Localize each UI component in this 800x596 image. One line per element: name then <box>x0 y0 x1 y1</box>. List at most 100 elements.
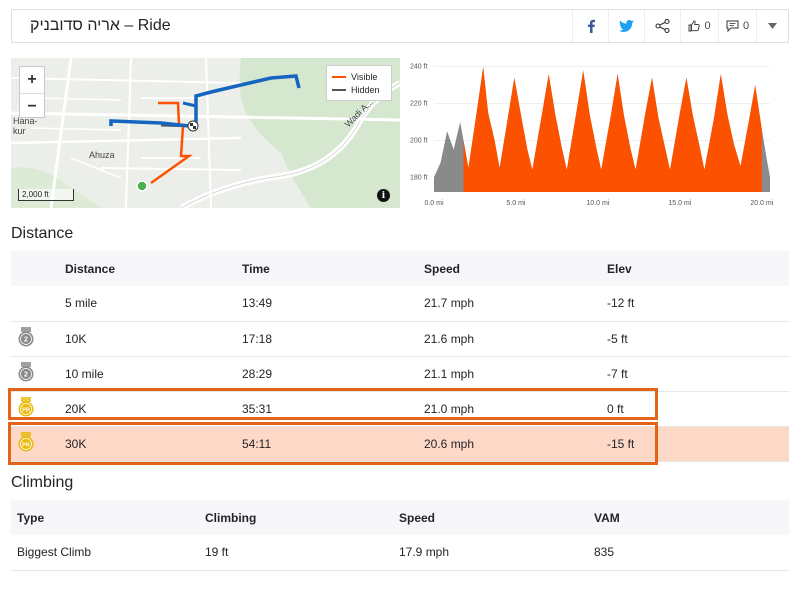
column-header-time: Time <box>242 251 424 286</box>
climbing-header-row: Type Climbing Speed VAM <box>11 500 789 535</box>
column-header-climbing: Climbing <box>205 500 399 535</box>
x-tick-label: 15.0 mi <box>668 200 691 207</box>
row-badge-cell: 2 <box>11 356 59 392</box>
row-time: 28:29 <box>242 356 424 392</box>
row-elev: -15 ft <box>607 426 789 462</box>
kudos-count: 0 <box>704 20 711 32</box>
legend-visible-label: Visible <box>351 71 378 82</box>
kudos-button[interactable]: 0 <box>680 10 718 42</box>
twitter-icon <box>619 20 634 32</box>
row-badge-cell: PR <box>11 426 59 462</box>
y-tick-label: 240 ft <box>410 64 428 71</box>
row-speed: 21.1 mph <box>424 356 607 392</box>
row-distance: 30K <box>59 426 242 462</box>
climb-type: Biggest Climb <box>11 535 205 571</box>
distance-row[interactable]: 2 10K 17:18 21.6 mph -5 ft <box>11 321 789 357</box>
y-tick-label: 180 ft <box>410 174 428 181</box>
header-actions: 0 0 <box>572 10 788 42</box>
legend-swatch-visible <box>332 75 346 78</box>
badge-column-header <box>11 251 59 286</box>
row-distance: 10K <box>59 321 242 357</box>
facebook-button[interactable] <box>572 10 608 42</box>
activity-title: אריה סדובניק – Ride <box>30 17 171 34</box>
climb-speed: 17.9 mph <box>399 535 594 571</box>
legend-swatch-hidden <box>332 88 346 91</box>
row-speed: 21.7 mph <box>424 286 607 322</box>
row-time: 13:49 <box>242 286 424 322</box>
column-header-distance: Distance <box>59 251 242 286</box>
thumbs-up-icon <box>688 20 701 32</box>
column-header-speed: Speed <box>424 251 607 286</box>
distance-header-row: Distance Time Speed Elev <box>11 251 789 286</box>
badge-text: PR <box>22 408 30 414</box>
row-time: 54:11 <box>242 426 424 462</box>
x-tick-label: 20.0 mi <box>750 200 773 207</box>
row-elev: -12 ft <box>607 286 789 322</box>
climbing-table: Type Climbing Speed VAM Biggest Climb 19… <box>11 500 789 571</box>
badge-text: PR <box>22 443 30 449</box>
row-distance: 20K <box>59 391 242 427</box>
activity-header: אריה סדובניק – Ride 0 0 <box>11 9 789 43</box>
facebook-icon <box>587 19 595 33</box>
y-tick-label: 220 ft <box>410 101 428 108</box>
x-tick-label: 5.0 mi <box>506 200 526 207</box>
row-speed: 21.6 mph <box>424 321 607 357</box>
badge-text: 2 <box>24 372 28 379</box>
column-header-elev: Elev <box>607 251 789 286</box>
elevation-area-visible <box>463 66 762 192</box>
row-badge-cell: 2 <box>11 321 59 357</box>
distance-section-title: Distance <box>11 225 74 242</box>
row-elev: -7 ft <box>607 356 789 392</box>
distance-row[interactable]: 5 mile 13:49 21.7 mph -12 ft <box>11 286 789 322</box>
legend-visible: Visible <box>332 70 386 83</box>
distance-table: Distance Time Speed Elev 5 mile 13:49 21.7… <box>11 251 789 462</box>
distance-row[interactable]: PR 20K 35:31 21.0 mph 0 ft <box>11 391 789 427</box>
row-elev: -5 ft <box>607 321 789 357</box>
distance-row[interactable]: PR 30K 54:11 20.6 mph -15 ft <box>11 426 789 462</box>
x-tick-label: 0.0 mi <box>424 200 444 207</box>
elevation-chart[interactable]: 240 ft 220 ft 200 ft 180 ft 0.0 mi 5.0 mi 10.0… <box>408 58 788 210</box>
comments-count: 0 <box>742 20 750 32</box>
share-button[interactable] <box>644 10 680 42</box>
share-icon <box>655 19 670 33</box>
x-tick-label: 10.0 mi <box>586 200 609 207</box>
row-badge-cell: PR <box>11 391 59 427</box>
rank-medal-icon: 2 <box>17 362 35 382</box>
map-label-ahuza: Ahuza <box>89 150 115 160</box>
pr-medal-icon: PR <box>17 397 35 417</box>
row-elev: 0 ft <box>607 391 789 427</box>
comment-icon <box>726 20 739 32</box>
legend-hidden: Hidden <box>332 83 386 96</box>
distance-row[interactable]: 2 10 mile 28:29 21.1 mph -7 ft <box>11 356 789 392</box>
row-time: 35:31 <box>242 391 424 427</box>
row-speed: 21.0 mph <box>424 391 607 427</box>
zoom-in-button[interactable]: + <box>27 71 37 88</box>
climbing-section-title: Climbing <box>11 474 74 491</box>
row-distance: 5 mile <box>59 286 242 322</box>
route-map[interactable]: + − Visible Hidden Hana- kur Ahuza Wadi … <box>11 58 400 208</box>
comments-button[interactable]: 0 <box>718 10 756 42</box>
map-legend: Visible Hidden <box>326 65 392 101</box>
twitter-button[interactable] <box>608 10 644 42</box>
map-label-hanakur: Hana- kur <box>13 116 38 136</box>
row-badge-cell <box>11 286 59 322</box>
map-zoom-controls: + − <box>19 66 45 118</box>
column-header-vam: VAM <box>594 500 789 535</box>
more-actions-button[interactable] <box>756 10 788 42</box>
row-time: 17:18 <box>242 321 424 357</box>
map-scale: 2,000 ft <box>18 189 74 201</box>
zoom-out-button[interactable]: − <box>20 93 44 119</box>
row-distance: 10 mile <box>59 356 242 392</box>
climb-climbing: 19 ft <box>205 535 399 571</box>
map-info-icon[interactable]: i <box>377 189 390 202</box>
column-header-climb-speed: Speed <box>399 500 594 535</box>
badge-text: 2 <box>24 337 28 344</box>
column-header-type: Type <box>11 500 205 535</box>
pr-medal-icon: PR <box>17 432 35 452</box>
climbing-row[interactable]: Biggest Climb 19 ft 17.9 mph 835 <box>11 535 789 571</box>
rank-medal-icon: 2 <box>17 327 35 347</box>
legend-hidden-label: Hidden <box>351 84 380 95</box>
climb-vam: 835 <box>594 535 789 571</box>
chevron-down-icon <box>768 23 777 29</box>
